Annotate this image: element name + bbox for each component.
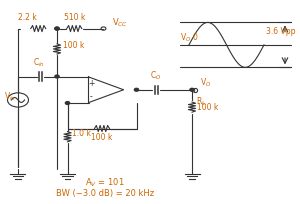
Text: 510 k: 510 k bbox=[64, 13, 85, 22]
Text: BW (−3.0 dB) = 20 kHz: BW (−3.0 dB) = 20 kHz bbox=[56, 189, 154, 198]
Text: R$_L$: R$_L$ bbox=[196, 95, 207, 108]
Text: V$_O$ 0: V$_O$ 0 bbox=[180, 32, 199, 44]
Text: +: + bbox=[88, 79, 94, 88]
Circle shape bbox=[190, 88, 194, 91]
Text: C$_O$: C$_O$ bbox=[150, 70, 162, 82]
Text: 100 k: 100 k bbox=[63, 41, 84, 50]
Text: V$_{in}$: V$_{in}$ bbox=[4, 91, 16, 103]
Circle shape bbox=[134, 88, 139, 91]
Text: V$_O$: V$_O$ bbox=[200, 77, 211, 89]
Circle shape bbox=[55, 27, 59, 30]
Circle shape bbox=[55, 75, 59, 78]
Text: 2.2 k: 2.2 k bbox=[18, 13, 37, 22]
Text: 100 k: 100 k bbox=[91, 133, 113, 142]
Text: 1.0 k: 1.0 k bbox=[72, 129, 91, 138]
Text: 3.6 Vpp: 3.6 Vpp bbox=[266, 27, 296, 36]
Text: C$_{in}$: C$_{in}$ bbox=[33, 56, 45, 69]
Circle shape bbox=[65, 102, 70, 104]
Text: V$_{CC}$: V$_{CC}$ bbox=[112, 17, 128, 29]
Text: A$_V$ = 101: A$_V$ = 101 bbox=[85, 177, 125, 189]
Circle shape bbox=[55, 27, 59, 30]
Text: -: - bbox=[89, 92, 92, 101]
Text: 100 k: 100 k bbox=[197, 103, 219, 112]
